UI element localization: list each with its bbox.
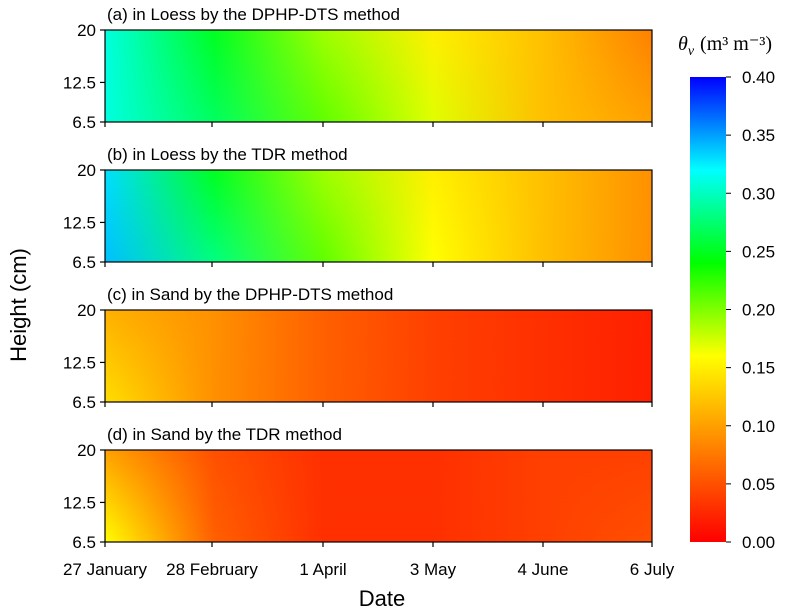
colorbar-tick-label: 0.20 — [742, 301, 775, 320]
x-tick-label: 1 April — [299, 560, 346, 579]
colorbar-tick-label: 0.40 — [742, 68, 775, 87]
colorbar-title-symbol: θ — [678, 33, 688, 55]
y-tick-label: 20 — [77, 21, 96, 40]
heatmap-field-top — [105, 450, 652, 542]
x-tick-label: 28 February — [166, 560, 258, 579]
panel-c: (c) in Sand by the DPHP-DTS method 20 12.5… — [63, 285, 653, 412]
heatmap-field-top — [105, 170, 652, 262]
colorbar-title: θv (m³ m⁻³) — [678, 33, 772, 59]
y-tick-label: 12.5 — [63, 73, 96, 92]
colorbar-ticks: 0.40 0.35 0.30 0.25 0.20 0.15 0.10 0.05 0.00 — [726, 68, 775, 552]
y-tick-label: 20 — [77, 301, 96, 320]
panel-frame — [104, 29, 653, 123]
y-tick-label: 6.5 — [72, 393, 96, 412]
panel-d: (d) in Sand by the TDR method 20 12.5 6.5 — [63, 425, 653, 552]
x-tick-label: 3 May — [410, 560, 457, 579]
x-tick-label: 6 July — [630, 560, 675, 579]
colorbar-tick-label: 0.10 — [742, 417, 775, 436]
x-tick-label: 4 June — [517, 560, 568, 579]
y-tick-label: 12.5 — [63, 353, 96, 372]
panel-frame — [104, 449, 653, 543]
colorbar-tick-label: 0.25 — [742, 242, 775, 261]
heatmap-field-top — [105, 30, 652, 122]
y-tick-label: 6.5 — [72, 253, 96, 272]
x-tick-label: 27 January — [63, 560, 148, 579]
y-tick-label: 12.5 — [63, 213, 96, 232]
colorbar-tick-label: 0.35 — [742, 126, 775, 145]
colorbar-tick-label: 0.15 — [742, 359, 775, 378]
panel-title: (b) in Loess by the TDR method — [107, 145, 348, 164]
colorbar-gradient — [690, 77, 726, 542]
colorbar-tick-label: 0.00 — [742, 533, 775, 552]
panel-title: (a) in Loess by the DPHP-DTS method — [107, 5, 400, 24]
y-tick-label: 20 — [77, 161, 96, 180]
heatmap-field-top — [105, 310, 652, 402]
x-axis-ticks: 27 January 28 February 1 April 3 May 4 June 6… — [63, 560, 675, 579]
panel-frame — [104, 309, 653, 403]
colorbar-title-units: (m³ m⁻³) — [700, 33, 772, 55]
panel-a: (a) in Loess by the DPHP-DTS method 20 12.… — [63, 5, 653, 132]
y-axis-title: Height (cm) — [6, 248, 31, 362]
colorbar: θv (m³ m⁻³) 0.400.350.300.250.200.150.100… — [678, 33, 775, 552]
y-tick-label: 6.5 — [72, 533, 96, 552]
panel-title: (d) in Sand by the TDR method — [107, 425, 342, 444]
colorbar-title-subscript: v — [688, 44, 695, 59]
y-tick-label: 12.5 — [63, 493, 96, 512]
panel-title: (c) in Sand by the DPHP-DTS method — [107, 285, 393, 304]
panel-frame — [104, 169, 653, 263]
y-tick-label: 20 — [77, 441, 96, 460]
panel-b: (b) in Loess by the TDR method 20 12.5 6.5 — [63, 145, 653, 272]
colorbar-tick-label: 0.30 — [742, 184, 775, 203]
panels-layer: (a) in Loess by the DPHP-DTS method 20 12.… — [63, 5, 653, 552]
x-axis-title: Date — [359, 586, 405, 611]
y-tick-label: 6.5 — [72, 113, 96, 132]
colorbar-tick-label: 0.05 — [742, 475, 775, 494]
